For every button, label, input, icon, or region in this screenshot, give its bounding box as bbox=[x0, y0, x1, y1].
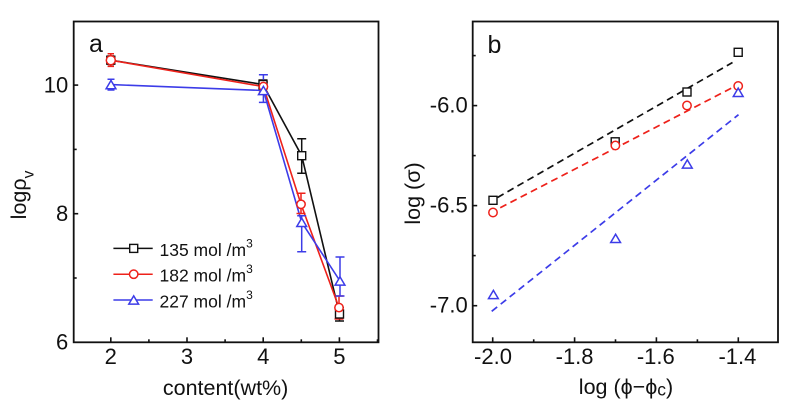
svg-text:4: 4 bbox=[257, 344, 269, 369]
svg-text:8: 8 bbox=[56, 201, 68, 226]
svg-text:log (σ): log (σ) bbox=[401, 162, 425, 224]
svg-text:-6.0: -6.0 bbox=[430, 93, 468, 118]
svg-text:log (ϕ−ϕc): log (ϕ−ϕc) bbox=[579, 375, 673, 400]
svg-text:182 mol /m3: 182 mol /m3 bbox=[160, 262, 254, 286]
svg-text:227 mol /m3: 227 mol /m3 bbox=[160, 288, 254, 312]
svg-text:-1.8: -1.8 bbox=[556, 344, 594, 369]
svg-text:6: 6 bbox=[56, 330, 68, 355]
svg-text:-7.0: -7.0 bbox=[430, 293, 468, 318]
svg-text:3: 3 bbox=[181, 344, 193, 369]
svg-text:135 mol /m3: 135 mol /m3 bbox=[160, 236, 254, 259]
svg-text:10: 10 bbox=[44, 73, 68, 98]
svg-text:a: a bbox=[89, 30, 103, 58]
svg-text:-1.6: -1.6 bbox=[637, 344, 675, 369]
svg-text:-6.5: -6.5 bbox=[430, 193, 468, 218]
svg-text:-1.4: -1.4 bbox=[718, 344, 756, 369]
svg-text:5: 5 bbox=[333, 344, 345, 369]
svg-text:2: 2 bbox=[105, 344, 117, 369]
svg-text:content(wt%): content(wt%) bbox=[163, 376, 288, 400]
svg-text:-2.0: -2.0 bbox=[474, 344, 512, 369]
svg-text:b: b bbox=[488, 31, 502, 59]
